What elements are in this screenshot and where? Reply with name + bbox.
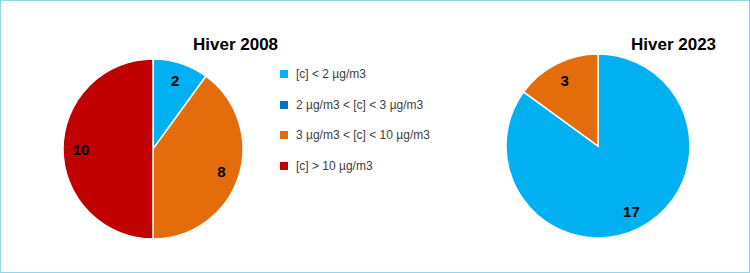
html-text:Hiver 2008: Hiver 2008 <box>193 35 279 54</box>
html-text:[c] > 10 µg/m3: [c] > 10 µg/m3 <box>296 158 373 173</box>
html-text:2 µg/m3 < [c] < 3 µg/m3: 2 µg/m3 < [c] < 3 µg/m3 <box>296 97 424 112</box>
svg-text:10: 10 <box>73 141 90 158</box>
svg-text:8: 8 <box>217 163 225 180</box>
html-text:[c] < 2 µg/m3: [c] < 2 µg/m3 <box>296 67 366 82</box>
svg-text:2: 2 <box>171 72 179 89</box>
svg-text:3: 3 <box>560 72 568 89</box>
html-text:3 µg/m3 < [c] < 10 µg/m3: 3 µg/m3 < [c] < 10 µg/m3 <box>296 128 430 143</box>
html-text:Hiver 2023: Hiver 2023 <box>631 35 717 54</box>
svg-text:17: 17 <box>623 203 640 220</box>
